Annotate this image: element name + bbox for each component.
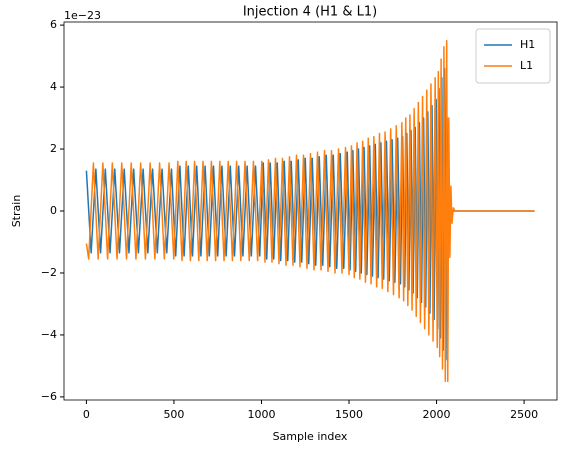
data-line [85,39,535,383]
y-tick-label: 2 [50,142,57,155]
y-tick-label: −6 [41,390,57,403]
chart-title: Injection 4 (H1 & L1) [243,5,377,20]
y-axis-label: Strain [10,195,23,228]
y-tick-label: −2 [41,266,57,279]
x-axis-label: Sample index [273,430,348,443]
x-tick-label: 500 [163,408,184,421]
y-tick-label: 0 [50,204,57,217]
x-tick-label: 2500 [510,408,538,421]
data-line [85,67,535,361]
x-tick-label: 1500 [335,408,363,421]
legend-label: L1 [520,59,533,72]
x-tick-label: 2000 [423,408,451,421]
x-tick-label: 1000 [247,408,275,421]
y-tick-label: 6 [50,18,57,31]
x-tick-label: 0 [83,408,90,421]
y-offset-label: 1e−23 [64,9,101,22]
legend-box [475,28,551,84]
legend-label: H1 [520,38,535,51]
y-tick-label: 4 [50,80,57,93]
y-tick-label: −4 [41,328,57,341]
